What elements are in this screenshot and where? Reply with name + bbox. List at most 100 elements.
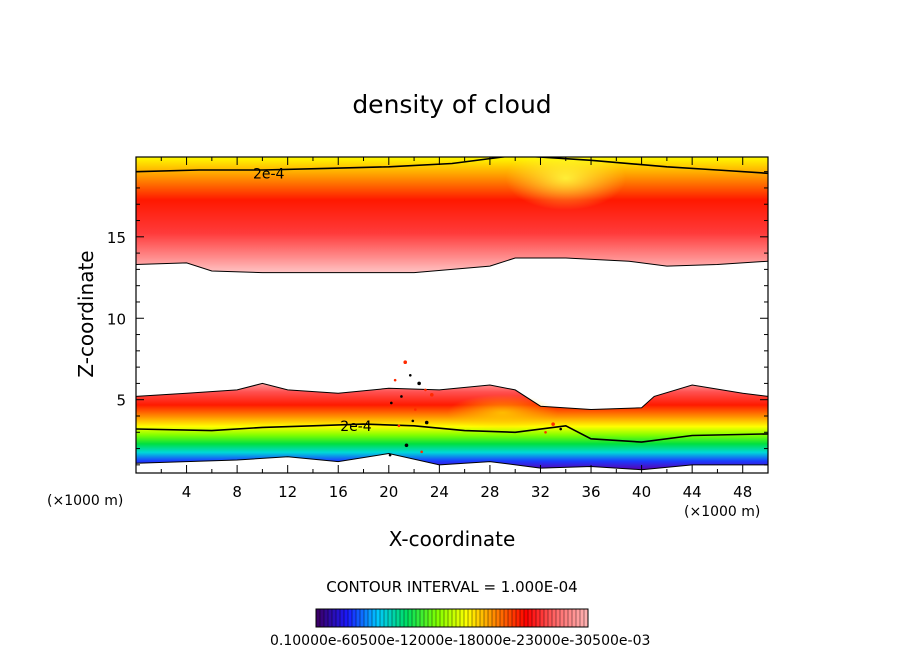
colorbar-swatch [403, 608, 409, 628]
colorbar-swatch [339, 608, 345, 628]
colorbar-swatch [411, 608, 417, 628]
colorbar-swatch [419, 608, 425, 628]
colorbar-swatch [435, 608, 441, 628]
colorbar-swatch [571, 608, 577, 628]
colorbar-swatch [315, 608, 321, 628]
colorbar-swatch [475, 608, 481, 628]
colorbar-swatch [515, 608, 521, 628]
x-tick-label: 48 [733, 483, 752, 501]
colorbar-swatch [343, 608, 349, 628]
speckle [411, 419, 415, 423]
colorbar-swatch [459, 608, 465, 628]
contour-label: 2e-4 [253, 166, 285, 182]
speckle [404, 443, 409, 448]
colorbar-swatch [523, 608, 529, 628]
colorbar-swatch [507, 608, 513, 628]
colorbar-swatch [455, 608, 461, 628]
y-tick-label: 10 [107, 310, 126, 328]
colorbar-swatch [331, 608, 337, 628]
colorbar-swatch [391, 608, 397, 628]
colorbar-swatch [387, 608, 393, 628]
y-axis-ticks: 5 10 15 [107, 171, 768, 466]
speckle [551, 422, 555, 426]
colorbar-swatch [559, 608, 565, 628]
colorbar-swatch [547, 608, 553, 628]
colorbar-swatch [467, 608, 473, 628]
speckle [559, 427, 563, 431]
speckle [390, 401, 393, 405]
colorbar-swatch [471, 608, 477, 628]
y-axis-label: Z-coordinate [74, 250, 98, 377]
colorbar-swatch [355, 608, 361, 628]
lower-cloud-layer [136, 383, 768, 470]
colorbar-swatch [499, 608, 505, 628]
plot-frame [135, 156, 769, 474]
speckle [417, 381, 421, 386]
speckle [408, 373, 412, 377]
colorbar-swatch [551, 608, 557, 628]
colorbar-swatch [555, 608, 561, 628]
colorbar-swatch [395, 608, 401, 628]
colorbar-swatch [563, 608, 569, 628]
colorbar-swatch [327, 608, 333, 628]
colorbar-swatch [371, 608, 377, 628]
x-tick-label: 40 [632, 483, 651, 501]
colorbar-swatch [375, 608, 381, 628]
colorbar-swatch [463, 608, 469, 628]
colorbar-swatch [447, 608, 453, 628]
speckle [393, 378, 397, 382]
speckle [424, 388, 427, 392]
colorbar-swatch [535, 608, 541, 628]
speckle [397, 424, 401, 428]
colorbar-swatch [443, 608, 449, 628]
upper-base-contour-line [136, 257, 768, 274]
colorbar-swatch [347, 608, 353, 628]
x-unit-label-left: (×1000 m) [47, 493, 123, 509]
colorbar-swatch [451, 608, 457, 628]
colorbar-swatch [495, 608, 501, 628]
y-tick-label: 5 [116, 392, 126, 410]
x-axis-label: X-coordinate [389, 527, 516, 551]
colorbar-swatch [319, 608, 325, 628]
colorbar-swatch [363, 608, 369, 628]
x-tick-label: 4 [182, 483, 192, 501]
plot-area [136, 157, 768, 471]
colorbar-swatch [359, 608, 365, 628]
x-tick-label: 8 [232, 483, 242, 501]
colorbar-swatch [579, 608, 585, 628]
speckle [420, 450, 423, 454]
chart-title: density of cloud [352, 90, 551, 119]
colorbar-swatch [519, 608, 525, 628]
x-unit-label-right: (×1000 m) [684, 504, 760, 520]
speckle [544, 430, 547, 434]
colorbar-swatch [423, 608, 429, 628]
colorbar-swatch [351, 608, 357, 628]
colorbar-swatch [427, 608, 433, 628]
colorbar-swatch [379, 608, 385, 628]
x-tick-label: 44 [683, 483, 702, 501]
colorbar-swatch [415, 608, 421, 628]
speckle [414, 408, 417, 411]
contour-labels: 2e-4 2e-4 [253, 166, 372, 435]
x-tick-label: 32 [531, 483, 550, 501]
upper-contour-line [136, 157, 768, 175]
colorbar-swatch [511, 608, 517, 628]
y-tick-label: 15 [107, 229, 126, 247]
x-tick-label: 36 [581, 483, 600, 501]
colorbar-swatch [479, 608, 485, 628]
x-tick-label: 28 [480, 483, 499, 501]
speckle [388, 453, 392, 457]
speckle [424, 420, 429, 425]
colorbar-swatch [491, 608, 497, 628]
colorbar-swatch [383, 608, 389, 628]
speckle [403, 360, 408, 365]
convective-speckles [388, 360, 563, 457]
speckle [429, 393, 434, 397]
colorbar-swatch [543, 608, 549, 628]
contour-label: 2e-4 [340, 419, 372, 435]
colorbar-swatch [407, 608, 413, 628]
colorbar-swatch [527, 608, 533, 628]
colorbar-tick-labels: 0.10000e-60500e-12000e-18000e-23000e-305… [270, 633, 650, 649]
lower-top-contour-line [136, 382, 768, 411]
